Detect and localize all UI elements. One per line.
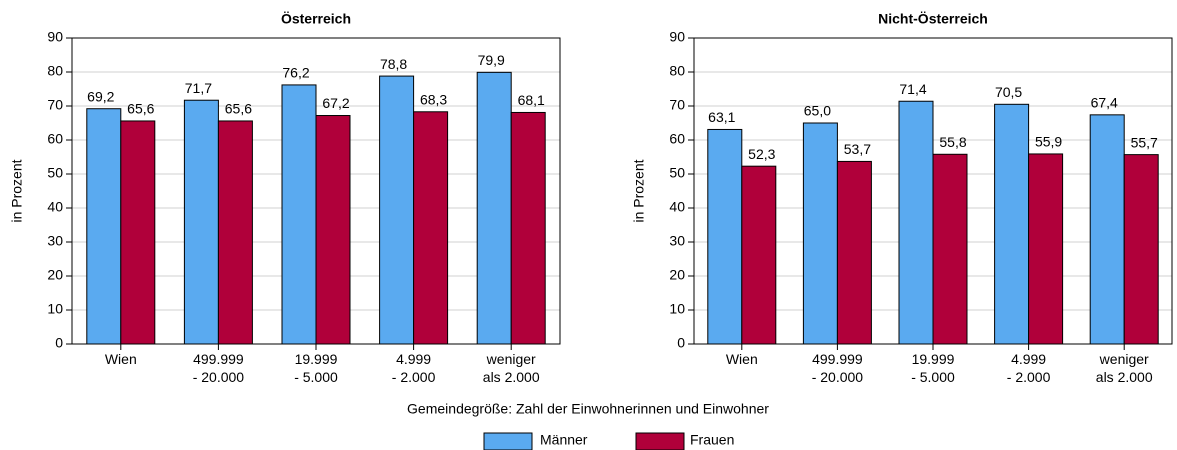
bar: [836, 160, 872, 345]
plot-frame: [693, 37, 1173, 345]
bar: [1089, 114, 1125, 345]
y-tick-label: 50: [47, 165, 63, 181]
bar: [379, 75, 415, 345]
y-tick-label: 30: [47, 233, 63, 249]
y-tick-label: 90: [669, 29, 685, 45]
bar: [1123, 154, 1159, 345]
y-tick-label: 30: [669, 233, 685, 249]
y-tick-label: 10: [47, 301, 63, 317]
value-label: 67,2: [322, 95, 349, 111]
bar: [476, 71, 512, 345]
y-tick-label: 90: [47, 29, 63, 45]
bar: [802, 122, 838, 345]
bar: [741, 165, 777, 345]
chart-title: Österreich: [281, 11, 351, 27]
bar: [707, 128, 743, 345]
value-label: 55,8: [939, 134, 966, 150]
legend-swatch: [483, 432, 533, 450]
y-tick-label: 40: [47, 199, 63, 215]
bar: [86, 108, 122, 345]
bar: [932, 153, 968, 345]
bar: [281, 84, 317, 345]
y-tick-label: 0: [677, 335, 685, 351]
value-label: 68,1: [518, 92, 545, 108]
y-tick-label: 70: [47, 97, 63, 113]
x-tick-label: 4.999- 2.000: [392, 351, 436, 385]
value-label: 78,8: [380, 56, 407, 72]
x-tick-label: weniger als 2.000: [1096, 351, 1153, 385]
chart-title: Nicht-Österreich: [878, 11, 988, 27]
y-tick-label: 20: [47, 267, 63, 283]
value-label: 67,4: [1091, 95, 1118, 111]
value-label: 71,4: [899, 81, 926, 97]
legend-swatch: [635, 432, 685, 450]
value-label: 65,6: [225, 101, 252, 117]
y-axis-label: in Prozent: [631, 159, 647, 222]
x-tick-label: Wien: [105, 351, 137, 367]
value-label: 63,1: [708, 109, 735, 125]
y-tick-label: 50: [669, 165, 685, 181]
bar: [1028, 153, 1064, 345]
bar: [315, 115, 351, 345]
x-tick-label: 19.999- 5.000: [911, 351, 955, 385]
y-tick-label: 80: [47, 63, 63, 79]
y-axis-label: in Prozent: [9, 159, 25, 222]
value-label: 71,7: [185, 80, 212, 96]
bar: [217, 120, 253, 345]
y-tick-label: 70: [669, 97, 685, 113]
value-label: 55,7: [1131, 134, 1158, 150]
x-tick-label: Wien: [726, 351, 758, 367]
x-tick-label: 499.999- 20.000: [193, 351, 245, 385]
value-label: 65,0: [804, 103, 831, 119]
bar: [898, 100, 934, 345]
bar: [510, 111, 546, 345]
value-label: 52,3: [748, 146, 775, 162]
bar: [120, 120, 156, 345]
value-label: 79,9: [478, 52, 505, 68]
value-label: 55,9: [1035, 134, 1062, 150]
legend-label: Frauen: [690, 432, 734, 448]
x-tick-label: 4.999- 2.000: [1007, 351, 1051, 385]
y-tick-label: 0: [55, 335, 63, 351]
value-label: 68,3: [420, 91, 447, 107]
y-tick-label: 10: [669, 301, 685, 317]
y-tick-label: 20: [669, 267, 685, 283]
value-label: 70,5: [995, 84, 1022, 100]
x-tick-label: 19.999- 5.000: [294, 351, 338, 385]
bar: [994, 103, 1030, 345]
y-tick-label: 40: [669, 199, 685, 215]
bar: [413, 111, 449, 345]
value-label: 65,6: [127, 101, 154, 117]
legend-label: Männer: [540, 432, 588, 448]
y-tick-label: 80: [669, 63, 685, 79]
y-tick-label: 60: [669, 131, 685, 147]
y-tick-label: 60: [47, 131, 63, 147]
x-axis-label: Gemeindegröße: Zahl der Einwohnerinnen u…: [407, 401, 769, 417]
value-label: 69,2: [87, 88, 114, 104]
value-label: 53,7: [844, 141, 871, 157]
x-tick-label: weniger als 2.000: [483, 351, 540, 385]
plot-frame: [71, 37, 561, 345]
value-label: 76,2: [282, 65, 309, 81]
bar: [183, 99, 219, 345]
x-tick-label: 499.999- 20.000: [812, 351, 864, 385]
